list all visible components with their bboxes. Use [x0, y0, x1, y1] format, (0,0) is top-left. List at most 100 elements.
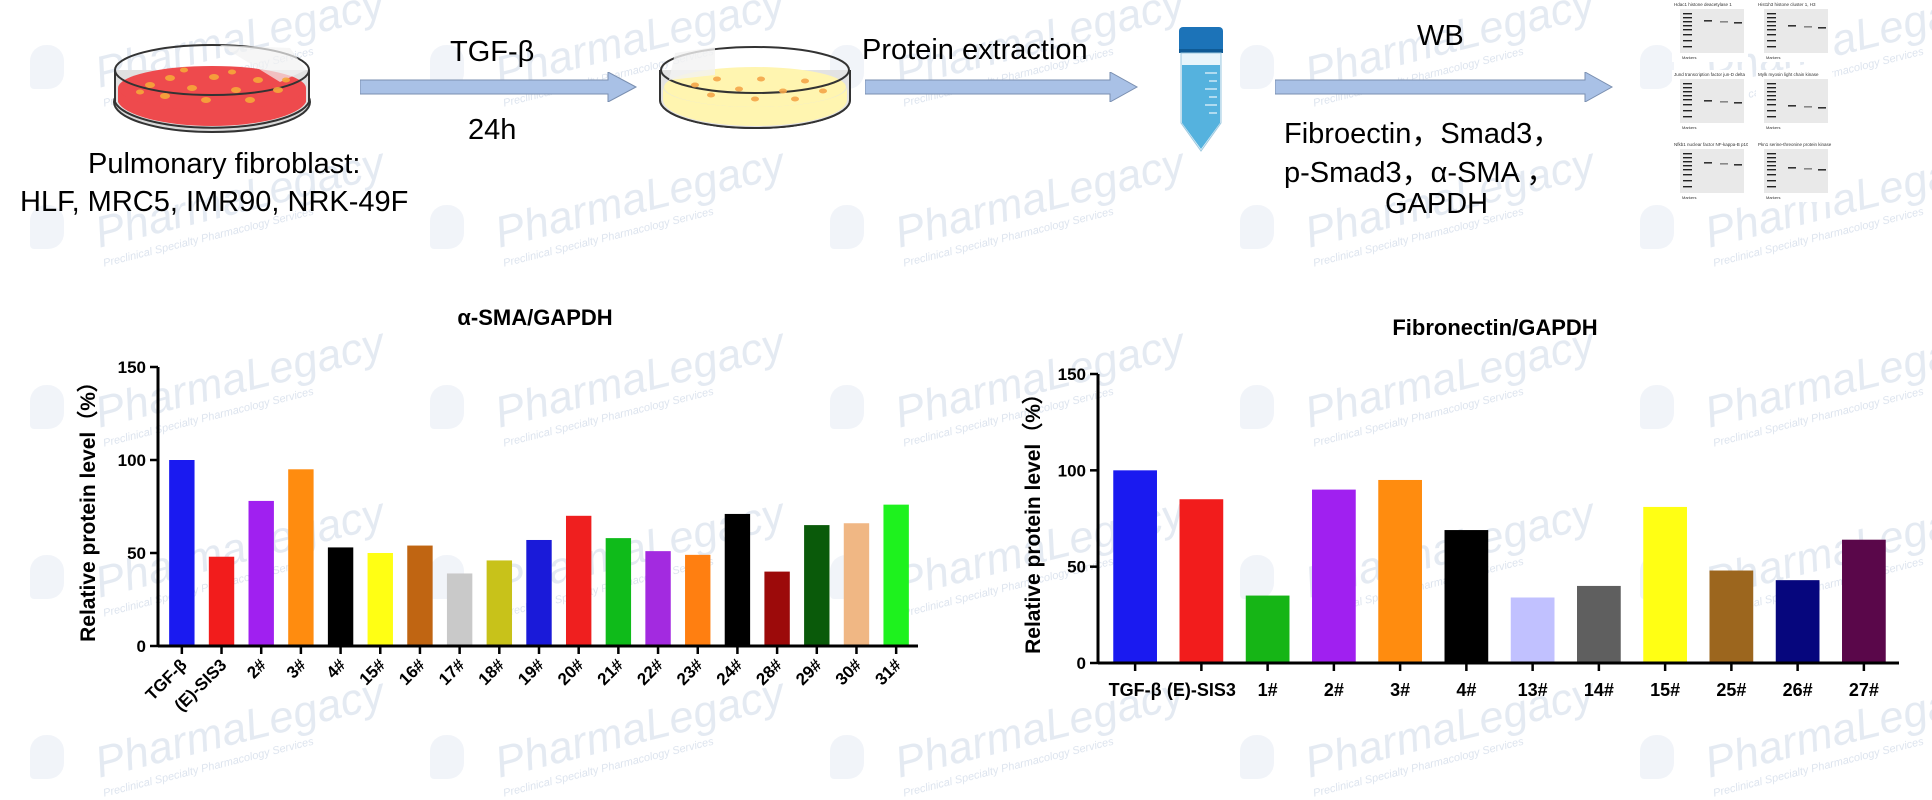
- bar: [1245, 595, 1290, 663]
- y-tick-label: 50: [1067, 558, 1086, 577]
- bar: [883, 504, 909, 646]
- arrow-icon: [360, 72, 638, 102]
- chart-title: Fibronectin/GAPDH: [1392, 315, 1597, 340]
- x-tick-label: 13#: [1518, 680, 1548, 700]
- watermark-text: PharmaLegacy: [890, 138, 1190, 258]
- cell-colonies: [136, 67, 290, 103]
- bar: [169, 460, 195, 646]
- arrow-icon: [865, 72, 1139, 102]
- watermark-logo-icon: [1640, 45, 1674, 89]
- x-tick-label: 31#: [871, 655, 905, 689]
- bar: [367, 553, 393, 646]
- bar: [1444, 530, 1489, 663]
- x-tick-label: 18#: [475, 655, 509, 689]
- watermark-logo-icon: [1640, 205, 1674, 249]
- targets-line-3: GAPDH: [1385, 188, 1489, 220]
- western-blot-panel: Mylk myosin light chain kinase Markers: [1756, 70, 1832, 132]
- fibronectin-bar-chart: Fibronectin/GAPDH Relative protein level（…: [1021, 315, 1899, 700]
- watermark-logo-icon: [1240, 205, 1274, 249]
- watermark-logo-icon: [30, 45, 64, 89]
- bar: [724, 513, 751, 646]
- western-blot-panel: Nfkb1 nuclear factor NF-kappa-B p105 Mark…: [1672, 140, 1748, 202]
- x-tick-label: 4#: [1456, 680, 1476, 700]
- x-tick-label: 26#: [1783, 680, 1813, 700]
- x-tick-label: 2#: [1324, 680, 1344, 700]
- y-tick-label: 100: [1058, 461, 1086, 480]
- bar: [1510, 597, 1555, 663]
- y-tick-label: 100: [118, 451, 146, 470]
- blot-title: Pkn1 serine-threonine protein kinase: [1758, 142, 1832, 147]
- x-tick-label: 28#: [752, 655, 786, 689]
- x-tick-label: 15#: [1650, 680, 1680, 700]
- alpha-sma-bar-chart: α-SMA/GAPDH Relative protein level（%） 0 50 1…: [76, 305, 918, 715]
- treatment-label: TGF-β: [450, 36, 535, 68]
- blot-lane-label: Markers: [1682, 195, 1696, 200]
- x-tick-label: 1#: [1258, 680, 1278, 700]
- bar: [764, 571, 790, 646]
- bar: [1113, 470, 1157, 663]
- watermark-logo-icon: [1240, 45, 1274, 89]
- targets-line-1: Fibroectin，Smad3，: [1284, 118, 1562, 150]
- bar: [1775, 580, 1820, 663]
- bar: [446, 573, 473, 646]
- western-blot-panel: Hist1h3 histone cluster 1, H3 Markers: [1756, 0, 1832, 62]
- wb-label: WB: [1417, 20, 1464, 52]
- bar: [804, 525, 830, 646]
- x-tick-label: 17#: [435, 655, 469, 689]
- petri-dish-red-icon: [113, 44, 311, 133]
- blot-title: Nfkb1 nuclear factor NF-kappa-B p105: [1674, 142, 1748, 147]
- x-tick-label: 15#: [356, 655, 390, 689]
- x-tick-label: 3#: [1390, 680, 1410, 700]
- blot-lane-label: Markers: [1682, 55, 1696, 60]
- arrow-icon: [1275, 72, 1614, 102]
- duration-label: 24h: [468, 114, 517, 146]
- x-tick-label: 2#: [243, 655, 270, 682]
- x-tick-label: 30#: [832, 655, 866, 689]
- x-tick-label: 16#: [395, 655, 429, 689]
- x-tick-label: 29#: [792, 655, 826, 689]
- bar: [526, 539, 552, 646]
- watermark-tagline: Preclinical Specialty Pharmacology Servi…: [902, 205, 1115, 270]
- bar: [645, 551, 671, 646]
- western-blot-panel: Jund transcription factor jun-D delta Mar…: [1672, 70, 1748, 132]
- x-tick-label: 19#: [514, 655, 548, 689]
- blot-title: Mylk myosin light chain kinase: [1758, 72, 1819, 77]
- watermark-tagline: Preclinical Specialty Pharmacology Servi…: [502, 205, 715, 270]
- bar: [1312, 489, 1356, 663]
- blot-title: Hist1h3 histone cluster 1, H3: [1758, 2, 1816, 7]
- bar: [1577, 585, 1621, 663]
- bar: [1643, 506, 1687, 663]
- blot-lane-label: Markers: [1766, 55, 1780, 60]
- extraction-label: Protein extraction: [862, 34, 1088, 66]
- centrifuge-tube-icon: [1179, 27, 1223, 152]
- watermark-text: PharmaLegacy: [490, 138, 790, 258]
- y-tick-label: 150: [1058, 365, 1086, 384]
- watermark-tagline: Preclinical Specialty Pharmacology Servi…: [1712, 205, 1925, 270]
- western-blot-panel: Hdac1 histone deacetylase 1 Markers: [1672, 0, 1748, 62]
- blot-lane-label: Markers: [1766, 125, 1780, 130]
- bar: [565, 515, 592, 646]
- bar: [248, 500, 274, 646]
- bar: [1378, 479, 1422, 663]
- bar: [208, 556, 235, 646]
- x-tick-label: 20#: [554, 655, 588, 689]
- blot-title: Hdac1 histone deacetylase 1: [1674, 2, 1732, 7]
- blot-lane-label: Markers: [1682, 125, 1696, 130]
- bar: [288, 469, 314, 646]
- x-tick-label: 14#: [1584, 680, 1614, 700]
- blot-lane-label: Markers: [1766, 195, 1780, 200]
- bar: [407, 545, 433, 646]
- bar: [685, 554, 711, 646]
- watermark-logo-icon: [430, 205, 464, 249]
- bar: [1709, 570, 1754, 663]
- y-axis-label: Relative protein level（%）: [1021, 383, 1045, 654]
- targets-line-2: p-Smad3，α-SMA ，: [1284, 157, 1556, 189]
- x-tick-label: 3#: [283, 655, 310, 682]
- x-tick-label: 22#: [633, 655, 667, 689]
- blot-title: Jund transcription factor jun-D delta: [1674, 72, 1746, 77]
- petri-dish-yellow-icon: [659, 46, 851, 129]
- x-tick-label: TGF-β: [1109, 680, 1162, 700]
- bar: [605, 538, 632, 646]
- x-tick-label: (E)-SIS3: [1167, 680, 1236, 700]
- x-tick-label: 23#: [673, 655, 707, 689]
